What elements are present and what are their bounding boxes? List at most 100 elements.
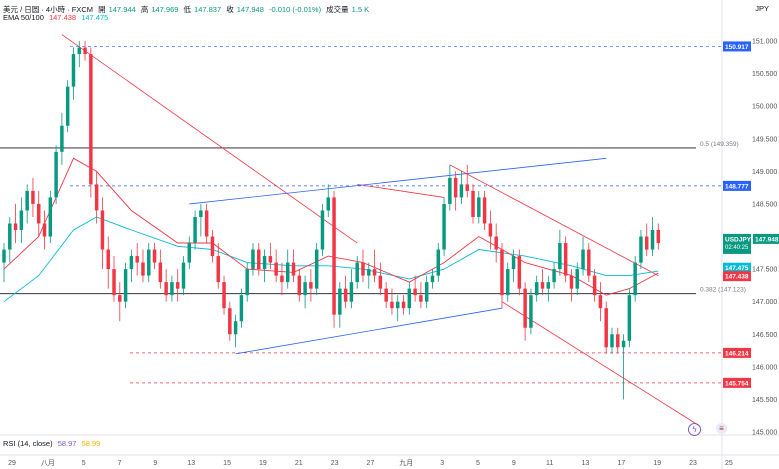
open-value: 147.944 bbox=[108, 5, 136, 14]
candle-down bbox=[309, 282, 313, 289]
y-tick-label: 147.000 bbox=[752, 299, 777, 306]
candle-down bbox=[297, 275, 302, 296]
candle-down bbox=[13, 223, 18, 230]
ema-legend[interactable]: EMA 50/100 147.438 147.475 bbox=[3, 13, 111, 22]
rsi-legend[interactable]: RSI (14, close) 58.97 58.99 bbox=[3, 439, 103, 448]
x-tick-label: 八月 bbox=[41, 459, 55, 467]
open-label: 開 bbox=[98, 5, 106, 14]
rsi-ma-value: 58.99 bbox=[81, 439, 101, 448]
symbol-title: 美元 / 日圆 · 4小時 · FXCM bbox=[3, 5, 93, 14]
price-tag-label: 147.438 bbox=[725, 274, 749, 281]
candle-up bbox=[129, 256, 134, 270]
candle-up bbox=[448, 177, 452, 204]
candle-down bbox=[465, 184, 469, 191]
candle-down bbox=[523, 288, 527, 328]
downtrend-line bbox=[357, 183, 445, 198]
candle-up bbox=[396, 301, 400, 309]
y-tick-label: 147.500 bbox=[752, 267, 777, 274]
price-tag-label: USDJPY bbox=[725, 236, 752, 243]
candle-up bbox=[621, 340, 626, 348]
level-tag-label: 146.214 bbox=[725, 350, 749, 357]
candle-up bbox=[639, 236, 643, 263]
low-label: 低 bbox=[183, 5, 192, 14]
high-label: 高 bbox=[140, 5, 149, 14]
x-tick-label: 9 bbox=[512, 460, 516, 467]
candle-up bbox=[430, 275, 435, 283]
us-flag-icon[interactable]: ≡ bbox=[716, 423, 727, 434]
price-tag bbox=[753, 233, 779, 244]
candle-down bbox=[257, 249, 261, 270]
candle-up bbox=[123, 269, 128, 302]
candle-down bbox=[291, 262, 296, 276]
candle-up bbox=[506, 269, 510, 296]
fib-level-label: 0.382 (147.123) bbox=[700, 287, 746, 294]
y-tick-label: 149.500 bbox=[752, 136, 777, 143]
x-tick-label: 29 bbox=[8, 460, 16, 467]
x-tick-label: 23 bbox=[689, 460, 697, 467]
volume-label: 成交量 bbox=[326, 5, 349, 14]
candle-up bbox=[534, 282, 539, 296]
candle-up bbox=[355, 262, 359, 283]
candle-down bbox=[471, 190, 475, 217]
candle-up bbox=[25, 190, 29, 211]
candle-up bbox=[48, 197, 53, 237]
candle-up bbox=[285, 262, 290, 283]
candle-up bbox=[477, 197, 481, 217]
candle-down bbox=[280, 275, 284, 283]
candle-up bbox=[442, 203, 446, 250]
candle-up bbox=[552, 269, 556, 283]
candle-up bbox=[170, 282, 174, 296]
channel-lower-line bbox=[235, 307, 503, 355]
x-tick-label: 5 bbox=[476, 460, 480, 467]
high-value: 147.969 bbox=[151, 5, 179, 14]
symbol-legend[interactable]: 美元 / 日圆 · 4小時 · FXCM 開 147.944 高 147.969 低… bbox=[3, 4, 372, 15]
candle-down bbox=[384, 288, 388, 302]
price-tag-label: 147.475 bbox=[725, 265, 749, 272]
candle-down bbox=[42, 223, 47, 237]
x-tick-label: 17 bbox=[617, 460, 625, 467]
downtrend-line bbox=[449, 164, 659, 276]
x-tick-label: 19 bbox=[259, 460, 267, 467]
ema-label: EMA 50/100 bbox=[3, 13, 44, 22]
candle-down bbox=[592, 275, 597, 296]
candle-up bbox=[193, 216, 197, 244]
candle-down bbox=[378, 275, 383, 289]
ema-fast-value: 147.438 bbox=[48, 13, 77, 22]
x-tick-label: 九月 bbox=[399, 458, 413, 467]
candle-down bbox=[89, 54, 93, 185]
y-tick-label: 145.000 bbox=[752, 430, 777, 437]
y-tick-label: 146.500 bbox=[752, 332, 777, 339]
low-value: 147.837 bbox=[194, 5, 222, 14]
candle-down bbox=[419, 295, 423, 302]
candle-up bbox=[558, 243, 562, 270]
ema-slow-value: 147.475 bbox=[81, 13, 109, 22]
candle-up bbox=[314, 249, 319, 289]
candle-up bbox=[546, 282, 551, 289]
downtrend-line bbox=[501, 301, 700, 426]
candle-up bbox=[2, 249, 6, 263]
candle-down bbox=[274, 262, 278, 276]
close-value: 147.948 bbox=[236, 5, 264, 14]
candle-up bbox=[575, 269, 579, 289]
candle-up bbox=[54, 151, 58, 198]
price-tag bbox=[723, 233, 751, 254]
candle-up bbox=[529, 295, 533, 328]
volume-value: 1.5 K bbox=[351, 5, 370, 14]
candle-down bbox=[616, 334, 620, 348]
candle-down bbox=[135, 256, 139, 263]
candle-down bbox=[164, 282, 168, 296]
candle-down bbox=[210, 236, 215, 257]
candle-up bbox=[459, 184, 464, 198]
x-tick-label: 15 bbox=[223, 460, 231, 467]
candle-up bbox=[338, 288, 342, 315]
candle-up bbox=[436, 249, 441, 276]
candle-down bbox=[175, 282, 180, 289]
candle-down bbox=[204, 210, 209, 237]
candle-down bbox=[31, 190, 35, 204]
candle-down bbox=[604, 308, 608, 348]
level-tag-label: 148.777 bbox=[725, 183, 749, 190]
candle-down bbox=[517, 256, 522, 289]
bolt-icon[interactable]: ϟ bbox=[688, 423, 701, 436]
candle-up bbox=[581, 249, 585, 270]
